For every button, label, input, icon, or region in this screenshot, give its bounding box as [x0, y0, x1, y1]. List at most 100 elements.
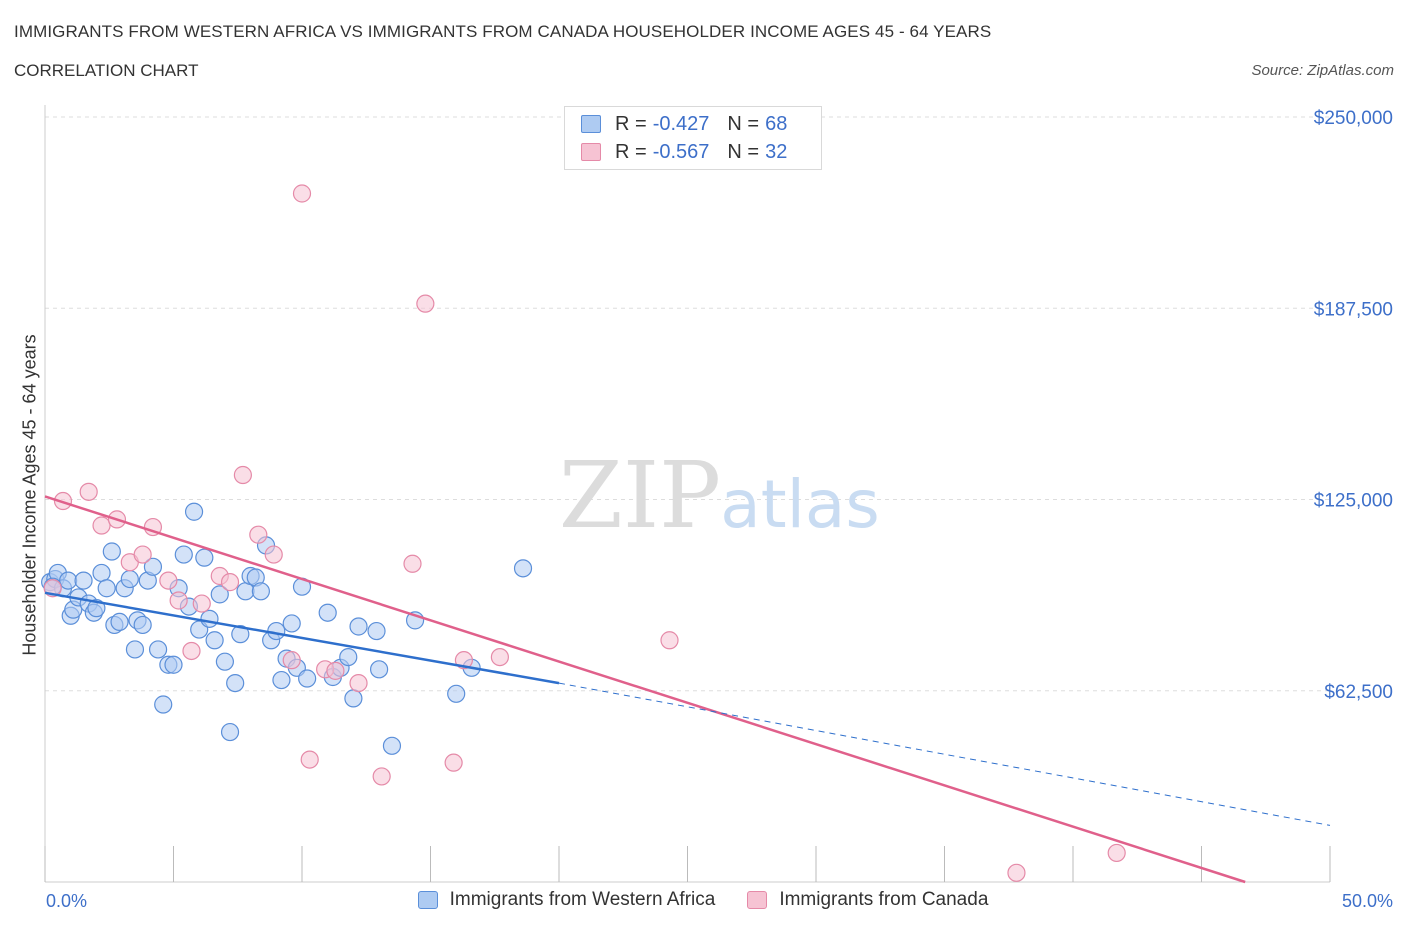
point-western-africa: [215, 652, 234, 671]
chart-title: IMMIGRANTS FROM WESTERN AFRICA VS IMMIGR…: [14, 22, 992, 41]
n-value: 32: [765, 140, 788, 163]
trend-lines: [44, 495, 1331, 884]
x-tick-label-min: 0.0%: [46, 891, 88, 911]
point-western-africa: [272, 670, 291, 690]
x-tick-label-max: 50.0%: [1341, 891, 1393, 911]
point-western-africa: [200, 609, 219, 628]
point-canada: [660, 631, 679, 650]
chart-subtitle: CORRELATION CHART: [14, 61, 199, 80]
n-value: 68: [765, 112, 788, 135]
watermark-zip: ZIP: [559, 442, 721, 549]
point-western-africa: [195, 548, 214, 567]
point-canada: [159, 571, 178, 590]
point-western-africa: [184, 502, 204, 521]
point-canada: [416, 294, 435, 313]
point-canada: [292, 184, 312, 203]
point-canada: [249, 525, 268, 544]
point-western-africa: [87, 599, 106, 618]
source-label: Source: ZipAtlas.com: [1251, 62, 1394, 79]
point-western-africa: [110, 612, 129, 632]
point-canada: [220, 573, 240, 592]
point-western-africa: [92, 563, 111, 583]
grid: [45, 116, 1330, 692]
point-western-africa: [59, 571, 78, 590]
point-western-africa: [513, 559, 533, 578]
point-western-africa: [154, 695, 173, 714]
point-western-africa: [267, 621, 286, 641]
y-axis-label: Householder Income Ages 45 - 64 years: [19, 334, 40, 656]
point-western-africa: [164, 655, 183, 674]
point-western-africa: [220, 722, 240, 742]
point-western-africa: [174, 545, 193, 564]
y-tick-labels: $62,500 $125,000 $187,500 $250,000: [1314, 108, 1393, 703]
legend-item-canada[interactable]: Immigrants from Canada: [747, 889, 988, 911]
point-canada: [92, 516, 111, 535]
point-western-africa: [125, 640, 145, 659]
pink-swatch: [747, 891, 768, 909]
r-label: R =: [615, 112, 647, 135]
legend-label: Immigrants from Canada: [779, 889, 989, 910]
n-label: N =: [727, 112, 760, 135]
watermark: ZIP atlas: [559, 442, 880, 549]
point-canada: [403, 554, 422, 573]
point-canada: [133, 545, 152, 564]
point-canada: [169, 591, 188, 610]
point-canada: [233, 465, 252, 485]
point-canada: [372, 767, 391, 786]
point-western-africa: [298, 669, 317, 688]
point-canada: [192, 594, 211, 613]
point-western-africa: [210, 585, 229, 604]
r-label: R =: [615, 140, 647, 163]
y-tick-label: $250,000: [1314, 108, 1393, 129]
point-western-africa: [226, 673, 245, 693]
point-western-africa: [74, 571, 93, 590]
point-canada: [1107, 843, 1126, 863]
point-western-africa: [367, 621, 386, 641]
point-canada: [282, 651, 301, 670]
point-canada: [182, 641, 201, 661]
point-western-africa: [344, 689, 363, 708]
r-value: -0.567: [652, 140, 710, 163]
point-western-africa: [148, 640, 168, 659]
point-western-africa: [251, 582, 270, 601]
pink-swatch: [581, 143, 601, 161]
point-western-africa: [205, 631, 224, 650]
point-canada: [300, 750, 319, 769]
y-tick-label: $187,500: [1314, 299, 1393, 320]
point-canada: [1007, 863, 1026, 882]
series-legend: Immigrants from Western Africa Immigrant…: [0, 889, 1406, 911]
point-western-africa: [97, 579, 116, 598]
point-western-africa: [382, 736, 402, 755]
point-western-africa: [349, 617, 368, 636]
point-canada: [79, 482, 98, 501]
point-canada: [490, 647, 509, 667]
point-western-africa: [143, 557, 163, 576]
watermark-atlas: atlas: [720, 466, 880, 543]
point-western-africa: [318, 603, 337, 622]
legend-label: Immigrants from Western Africa: [449, 889, 716, 910]
stats-row-canada: R = -0.567 N = 32: [581, 140, 787, 164]
n-label: N =: [727, 140, 760, 163]
point-canada: [349, 673, 368, 693]
axes: [44, 105, 1331, 883]
y-tick-label: $125,000: [1314, 491, 1393, 512]
point-western-africa: [120, 569, 139, 589]
point-canada: [264, 545, 283, 564]
stats-row-western-africa: R = -0.427 N = 68: [581, 112, 787, 136]
point-western-africa: [231, 625, 250, 644]
r-value: -0.427: [652, 112, 710, 135]
point-canada: [326, 661, 345, 680]
blue-swatch: [417, 891, 438, 909]
legend-item-western-africa[interactable]: Immigrants from Western Africa: [417, 889, 716, 911]
point-canada: [444, 753, 463, 772]
point-western-africa: [282, 614, 301, 633]
trend-line-canada: [44, 495, 1246, 884]
blue-swatch: [581, 115, 601, 133]
trend-line-western-africa-extension: [558, 682, 1331, 826]
point-western-africa: [447, 684, 466, 703]
stats-legend: R = -0.427 N = 68 R = -0.567 N = 32: [564, 106, 822, 170]
point-western-africa: [339, 647, 358, 667]
point-western-africa: [133, 615, 152, 635]
point-western-africa: [102, 542, 121, 561]
